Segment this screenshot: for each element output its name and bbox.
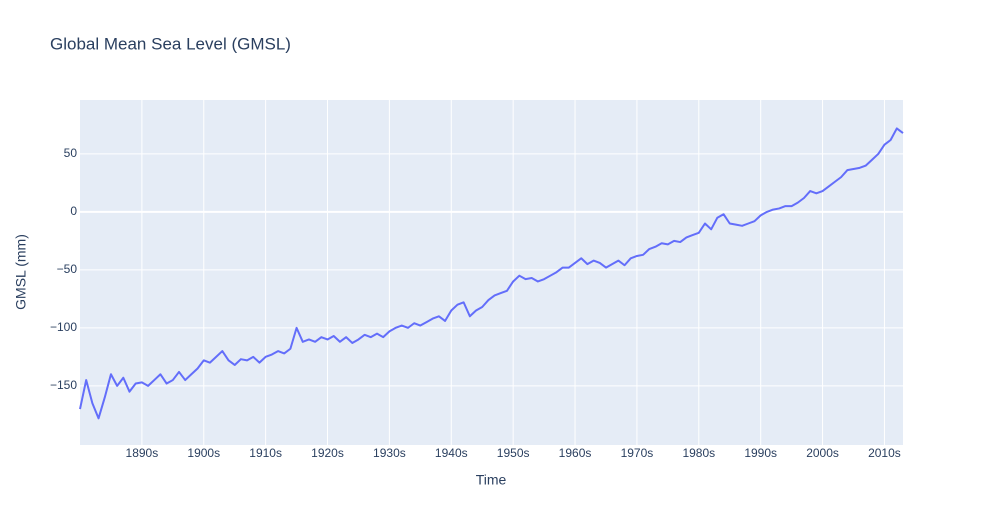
- x-tick-label: 1970s: [621, 446, 654, 460]
- x-tick-label: 1990s: [744, 446, 777, 460]
- x-axis-title: Time: [476, 472, 507, 488]
- y-tick-label: −150: [50, 378, 77, 392]
- y-tick-label: 0: [70, 204, 77, 218]
- x-tick-label: 1890s: [126, 446, 159, 460]
- x-tick-label: 1960s: [559, 446, 592, 460]
- x-tick-label: 1940s: [435, 446, 468, 460]
- x-tick-label: 1930s: [373, 446, 406, 460]
- plot-area: [80, 100, 903, 445]
- y-tick-label: 50: [64, 146, 78, 160]
- x-tick-label: 1950s: [497, 446, 530, 460]
- y-axis-title: GMSL (mm): [13, 234, 29, 310]
- x-tick-label: 1900s: [187, 446, 220, 460]
- x-tick-label: 1910s: [249, 446, 282, 460]
- line-series: [79, 127, 904, 420]
- chart-title: Global Mean Sea Level (GMSL): [50, 34, 291, 53]
- x-tick-label: 1920s: [311, 446, 344, 460]
- x-tick-label: 2000s: [806, 446, 839, 460]
- x-tick-label: 2010s: [868, 446, 901, 460]
- x-tick-label: 1980s: [682, 446, 715, 460]
- y-tick-label: −100: [50, 320, 77, 334]
- y-tick-label: −50: [57, 262, 78, 276]
